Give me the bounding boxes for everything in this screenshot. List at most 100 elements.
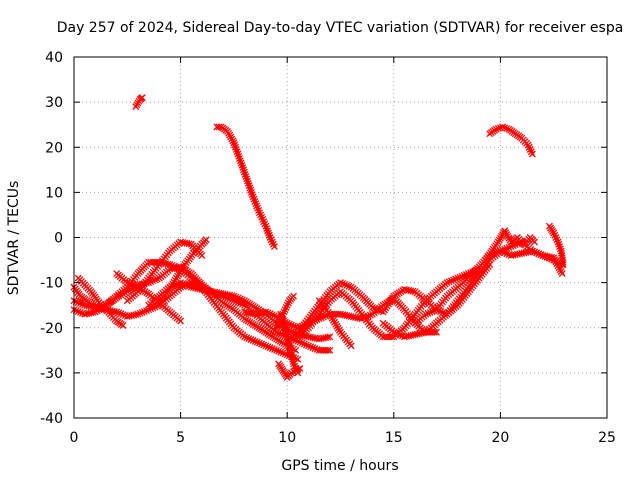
interpolated-mark [460, 271, 468, 279]
interpolated-mark [111, 308, 118, 315]
interpolated-mark [233, 148, 241, 156]
interpolated-mark [371, 304, 379, 312]
interpolated-mark [290, 322, 298, 330]
interpolated-mark [258, 340, 266, 348]
data-point [496, 247, 504, 255]
interpolated-mark [296, 338, 304, 346]
interpolated-mark [119, 311, 127, 319]
interpolated-mark [494, 124, 502, 132]
interpolated-mark [499, 246, 506, 254]
interpolated-mark [420, 329, 428, 337]
interpolated-mark [426, 308, 434, 316]
interpolated-mark [302, 341, 310, 349]
data-point [138, 94, 146, 102]
interpolated-mark [458, 272, 466, 280]
data-point [326, 333, 334, 341]
data-point [422, 310, 430, 318]
interpolated-mark [341, 280, 349, 288]
interpolated-mark [240, 166, 247, 174]
interpolated-mark [447, 277, 455, 285]
data-point [290, 292, 298, 300]
interpolated-mark [248, 188, 255, 196]
interpolated-mark [428, 308, 436, 315]
series-arc-h [74, 274, 127, 329]
interpolated-mark [247, 186, 255, 194]
interpolated-mark [185, 240, 193, 248]
series-arc-v [545, 222, 567, 269]
series-arc-r [315, 297, 355, 350]
interpolated-mark [533, 249, 541, 257]
y-tick-label: 20 [45, 140, 63, 156]
data-point [123, 279, 131, 287]
interpolated-mark [409, 287, 417, 295]
data-point [558, 270, 566, 278]
interpolated-mark [281, 350, 289, 358]
data-point [230, 292, 238, 300]
interpolated-mark [228, 292, 236, 300]
interpolated-mark [503, 244, 511, 252]
interpolated-mark [266, 310, 274, 318]
interpolated-mark [89, 308, 97, 316]
interpolated-mark [324, 333, 332, 341]
interpolated-mark [236, 155, 243, 162]
interpolated-mark [237, 159, 245, 167]
interpolated-mark [76, 308, 84, 316]
interpolated-mark [241, 170, 249, 178]
interpolated-mark [136, 309, 144, 317]
x-tick-label: 0 [70, 430, 79, 446]
interpolated-mark [248, 191, 256, 199]
interpolated-mark [244, 179, 252, 187]
data-point [236, 157, 244, 165]
interpolated-mark [275, 329, 283, 337]
interpolated-mark [324, 346, 332, 354]
interpolated-mark [396, 331, 404, 339]
x-tick-label: 10 [278, 430, 296, 446]
series-arc-o [273, 292, 298, 332]
y-tick-label: 10 [45, 185, 63, 201]
interpolated-mark [279, 349, 287, 357]
data-point [296, 364, 304, 372]
interpolated-mark [138, 308, 146, 316]
interpolated-mark [240, 168, 248, 176]
data-point [241, 333, 249, 341]
interpolated-mark [234, 150, 242, 158]
data-point [243, 175, 251, 183]
interpolated-mark [501, 124, 509, 132]
data-point [273, 346, 280, 354]
series-arc-q [294, 265, 483, 341]
data-point [134, 310, 142, 318]
interpolated-mark [130, 281, 138, 289]
interpolated-mark [132, 282, 140, 290]
interpolated-mark [115, 309, 123, 317]
interpolated-mark [345, 282, 353, 290]
interpolated-mark [231, 141, 239, 149]
data-point [202, 236, 210, 244]
data-point [528, 150, 536, 158]
interpolated-mark [236, 295, 244, 303]
interpolated-mark [128, 280, 136, 288]
interpolated-mark [556, 243, 564, 250]
interpolated-mark [270, 312, 278, 320]
interpolated-mark [232, 146, 240, 153]
data-point [230, 139, 238, 147]
y-axis-label: SDTVAR / TECUs [6, 181, 22, 296]
interpolated-mark [307, 343, 315, 351]
interpolated-mark [183, 281, 191, 289]
data-points [70, 94, 567, 381]
interpolated-mark [238, 161, 246, 169]
interpolated-mark [535, 250, 543, 258]
interpolated-mark [270, 345, 278, 353]
interpolated-mark [531, 248, 538, 256]
interpolated-mark [185, 282, 193, 290]
y-tick-label: -20 [40, 321, 63, 337]
interpolated-mark [298, 339, 306, 347]
interpolated-mark [555, 240, 563, 248]
interpolated-mark [238, 296, 246, 304]
series-arc-g [113, 270, 185, 325]
interpolated-mark [132, 311, 140, 319]
y-tick-label: -40 [40, 411, 63, 427]
series-arc-i [213, 123, 278, 250]
series-arc-n [275, 360, 304, 381]
data-point [369, 303, 376, 311]
